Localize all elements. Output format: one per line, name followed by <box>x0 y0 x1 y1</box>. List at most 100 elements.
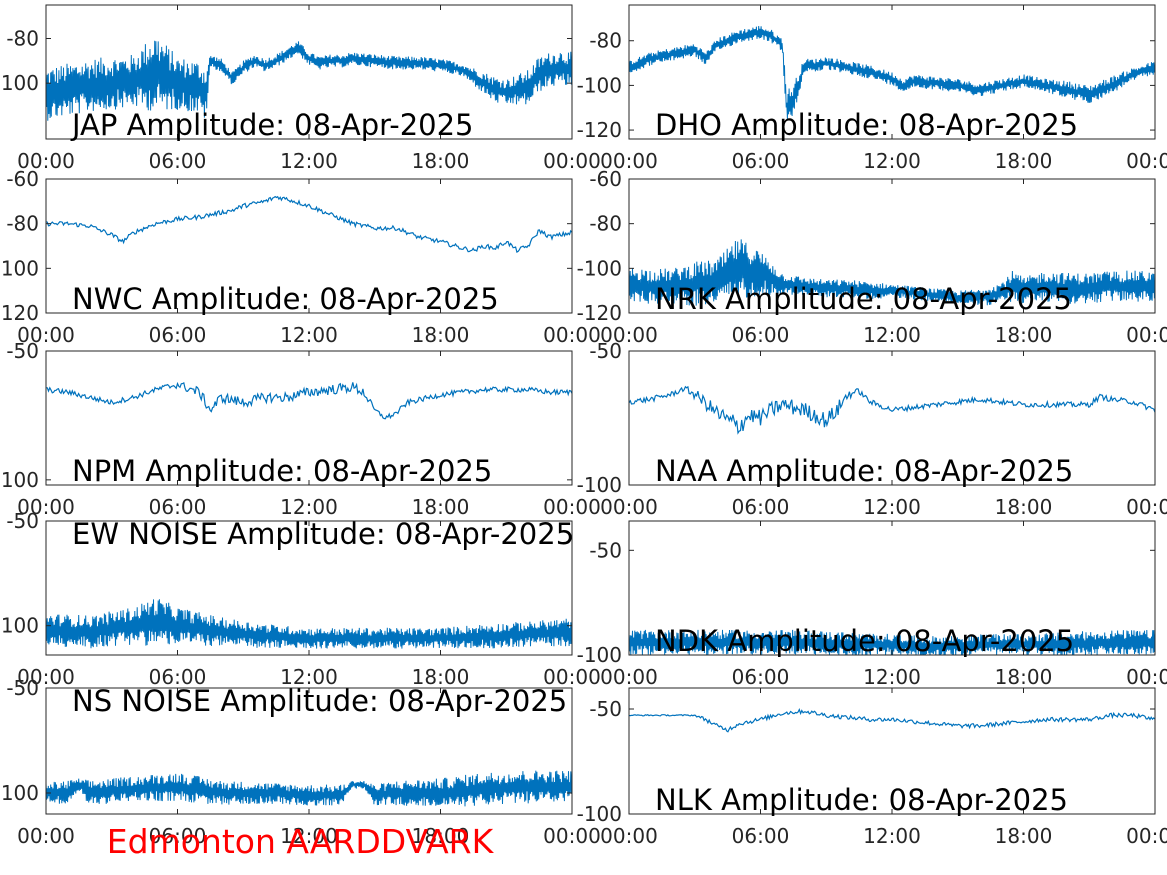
chart-panel: 00:00 06:00 12:00 18:00 00:00 -60 -80 -100 -120 N… <box>577 167 1167 347</box>
x-tick-label: 06:00 <box>149 149 207 173</box>
x-tick-label: 00:00 <box>543 495 601 519</box>
y-tick-label: 100 <box>1 71 39 95</box>
x-tick-label: 18:00 <box>995 323 1053 347</box>
x-tick-label: 18:00 <box>995 149 1053 173</box>
x-tick-label: 06:00 <box>732 824 790 848</box>
series-line <box>629 708 1155 733</box>
chart-title: NPM Amplitude: 08-Apr-2025 <box>72 454 492 488</box>
y-tick-label: -120 <box>577 118 622 142</box>
x-tick-label: 06:00 <box>732 665 790 689</box>
x-tick-label: 06:00 <box>149 665 207 689</box>
x-tick-label: 00:00 <box>600 665 658 689</box>
y-tick-label: -100 <box>577 643 622 667</box>
chart-title: NDK Amplitude: 08-Apr-2025 <box>655 624 1074 658</box>
x-tick-label: 18:00 <box>995 824 1053 848</box>
x-tick-label: 12:00 <box>863 495 921 519</box>
x-tick-label: 12:00 <box>280 824 338 848</box>
chart-panel: 00:00 06:00 12:00 18:00 00:00 -50 100 NS NOISE … <box>1 676 601 848</box>
chart-panel: 00:00 06:00 12:00 18:00 00:00 -80 -100 -120 DHO … <box>577 4 1167 173</box>
y-tick-label: -120 <box>577 301 622 325</box>
y-tick-label: -60 <box>589 167 622 191</box>
x-tick-label: 18:00 <box>412 665 470 689</box>
x-tick-label: 06:00 <box>149 824 207 848</box>
y-tick-label: -50 <box>6 509 39 533</box>
series-line <box>629 239 1155 307</box>
series-line <box>629 25 1155 119</box>
y-tick-label: -80 <box>589 212 622 236</box>
chart-panel: 00:00 06:00 12:00 18:00 00:00 -50 100 NPM Ampli… <box>1 339 601 519</box>
chart-panel: 00:00 06:00 12:00 18:00 00:00 -80 100 JAP Ampli… <box>1 4 601 173</box>
x-tick-label: 00:00 <box>543 323 601 347</box>
chart-title: NAA Amplitude: 08-Apr-2025 <box>655 454 1073 488</box>
x-tick-label: 00:00 <box>17 665 75 689</box>
series-line <box>629 629 1155 655</box>
chart-panel: 00:00 06:00 12:00 18:00 00:00 -50 100 EW NOISE … <box>1 509 601 689</box>
y-tick-label: -80 <box>6 27 39 51</box>
x-tick-label: 06:00 <box>732 323 790 347</box>
chart-title: NRK Amplitude: 08-Apr-2025 <box>655 282 1072 316</box>
chart-title: JAP Amplitude: 08-Apr-2025 <box>70 108 474 142</box>
series-line <box>46 40 572 121</box>
y-tick-label: -50 <box>6 339 39 363</box>
x-tick-label: 18:00 <box>412 323 470 347</box>
x-tick-label: 00:00 <box>17 824 75 848</box>
x-tick-label: 00:00 <box>543 824 601 848</box>
x-tick-label: 00:00 <box>1126 824 1167 848</box>
x-tick-label: 00:00 <box>1126 495 1167 519</box>
chart-panel: 00:00 06:00 12:00 18:00 00:00 -50 -100 NDK Ampl… <box>577 520 1167 689</box>
series-line <box>46 195 572 254</box>
chart-panel: 00:00 06:00 12:00 18:00 00:00 -50 -100 NAA Ampl… <box>577 339 1167 519</box>
x-tick-label: 12:00 <box>280 323 338 347</box>
y-tick-label: -80 <box>589 29 622 53</box>
y-tick-label: 100 <box>1 256 39 280</box>
x-tick-label: 06:00 <box>732 149 790 173</box>
y-tick-label: -50 <box>589 697 622 721</box>
x-tick-label: 00:00 <box>1126 323 1167 347</box>
x-tick-label: 06:00 <box>149 323 207 347</box>
x-tick-label: 18:00 <box>995 495 1053 519</box>
x-tick-label: 00:00 <box>600 495 658 519</box>
series-line <box>629 385 1155 435</box>
y-tick-label: -50 <box>589 339 622 363</box>
y-tick-label: -100 <box>577 473 622 497</box>
x-tick-label: 00:00 <box>600 824 658 848</box>
x-tick-label: 00:00 <box>543 149 601 173</box>
x-tick-label: 00:00 <box>543 665 601 689</box>
x-tick-label: 12:00 <box>863 323 921 347</box>
series-line <box>46 381 572 420</box>
x-tick-label: 12:00 <box>863 824 921 848</box>
y-tick-label: -100 <box>577 73 622 97</box>
x-tick-label: 06:00 <box>149 495 207 519</box>
x-tick-label: 12:00 <box>863 665 921 689</box>
x-tick-label: 12:00 <box>280 149 338 173</box>
x-tick-label: 00:00 <box>1126 149 1167 173</box>
chart-title: NWC Amplitude: 08-Apr-2025 <box>72 282 499 316</box>
series-line <box>46 770 572 807</box>
x-tick-label: 18:00 <box>412 495 470 519</box>
footer-label: Edmonton AARDDVARK <box>107 822 495 861</box>
chart-title: DHO Amplitude: 08-Apr-2025 <box>655 108 1078 142</box>
x-tick-label: 00:00 <box>600 149 658 173</box>
x-tick-label: 00:00 <box>17 323 75 347</box>
x-tick-label: 12:00 <box>280 495 338 519</box>
x-tick-label: 00:00 <box>17 495 75 519</box>
chart-panel: 00:00 06:00 12:00 18:00 00:00 -60 -80 100 120 NWC… <box>1 167 601 347</box>
y-tick-label: -100 <box>577 802 622 826</box>
x-tick-label: 00:00 <box>1126 665 1167 689</box>
y-tick-label: -50 <box>589 538 622 562</box>
y-tick-label: 120 <box>1 301 39 325</box>
x-tick-label: 12:00 <box>863 149 921 173</box>
x-tick-label: 12:00 <box>280 665 338 689</box>
x-tick-label: 00:00 <box>17 149 75 173</box>
y-tick-label: -100 <box>577 256 622 280</box>
y-tick-label: 100 <box>1 468 39 492</box>
y-tick-label: 100 <box>1 614 39 638</box>
y-tick-label: -80 <box>6 212 39 236</box>
y-tick-label: -60 <box>6 167 39 191</box>
x-tick-label: 18:00 <box>995 665 1053 689</box>
y-tick-label: -50 <box>6 676 39 700</box>
x-tick-label: 00:00 <box>600 323 658 347</box>
x-tick-label: 06:00 <box>732 495 790 519</box>
x-tick-label: 18:00 <box>412 149 470 173</box>
